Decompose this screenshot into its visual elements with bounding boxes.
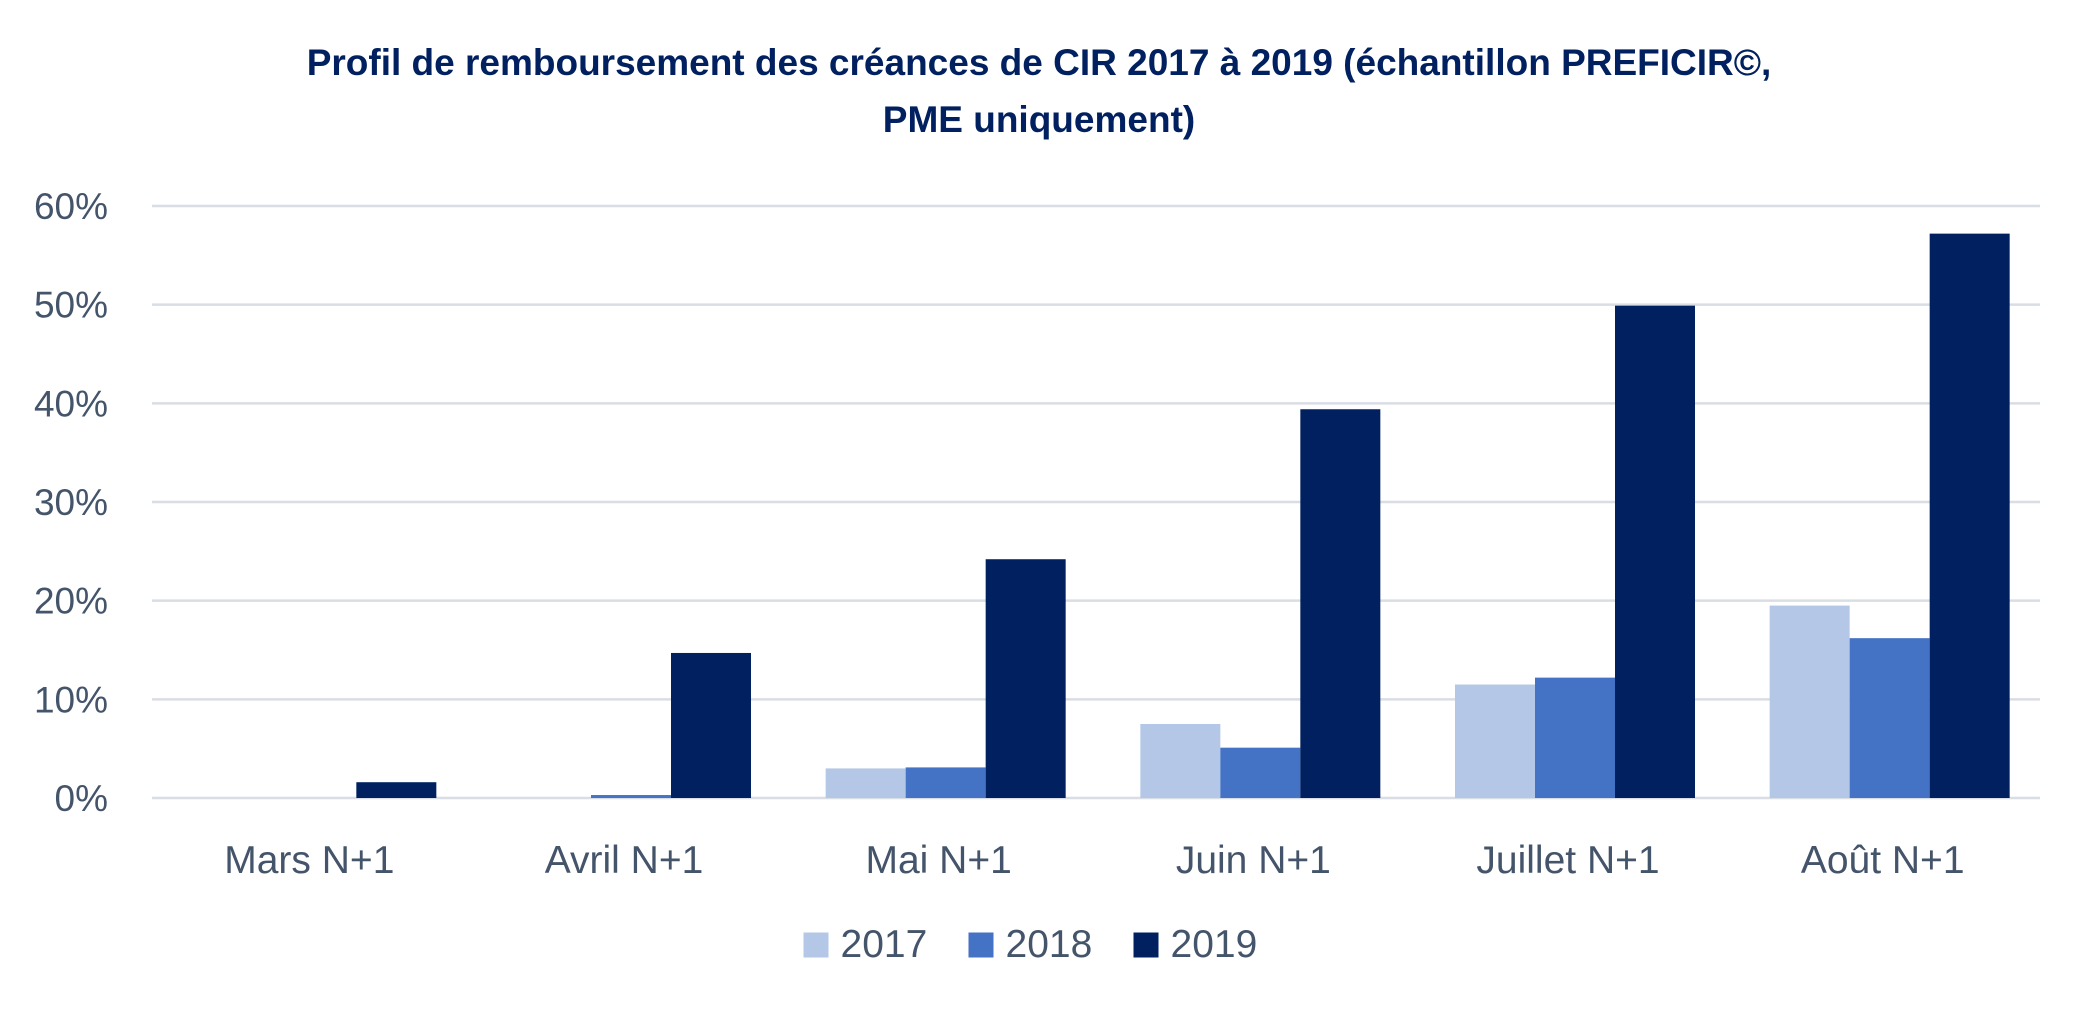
legend-swatch-2019	[1133, 932, 1159, 958]
bar-2019	[1300, 409, 1381, 798]
y-tick-label: 60%	[34, 186, 108, 227]
bar-2019	[1929, 233, 2010, 799]
x-category-label: Mars N+1	[224, 839, 394, 882]
legend-label-2017: 2017	[841, 923, 928, 966]
legend-swatch-2017	[803, 932, 829, 958]
y-tick-label: 40%	[34, 383, 108, 424]
bars	[356, 233, 2010, 799]
y-tick-label: 0%	[55, 778, 108, 819]
bar-2019	[356, 782, 437, 798]
x-category-label: Août N+1	[1801, 839, 1965, 882]
chart-title-line-1: Profil de remboursement des créances de …	[307, 42, 1772, 83]
y-axis-ticks: 0% 10% 20% 30% 40% 50% 60%	[34, 186, 108, 819]
bar-2017	[1769, 605, 1850, 798]
y-tick-label: 30%	[34, 482, 108, 523]
bar-2019	[1615, 305, 1695, 798]
bar-2018	[905, 767, 986, 798]
y-tick-label: 10%	[34, 679, 108, 720]
x-category-label: Juin N+1	[1176, 839, 1331, 882]
bar-2018	[1535, 677, 1615, 798]
gridlines	[152, 204, 2040, 800]
legend-swatch-2018	[968, 932, 994, 958]
x-category-label: Mai N+1	[866, 839, 1012, 882]
bar-2019	[671, 652, 751, 798]
x-category-label: Avril N+1	[545, 839, 704, 882]
legend-label-2019: 2019	[1171, 923, 1258, 966]
bar-2018	[591, 795, 671, 798]
bar-2018	[1849, 638, 1930, 798]
bar-2019	[985, 559, 1066, 798]
bar-2017	[1455, 684, 1535, 798]
chart-title-line-2: PME uniquement)	[883, 99, 1195, 140]
y-tick-label: 50%	[34, 285, 108, 326]
bar-2017	[1140, 724, 1221, 798]
x-axis-labels: Mars N+1 Avril N+1 Mai N+1 Juin N+1 Juillet …	[224, 839, 1964, 882]
y-tick-label: 20%	[34, 581, 108, 622]
bar-2017	[825, 768, 906, 798]
legend-label-2018: 2018	[1006, 923, 1093, 966]
x-category-label: Juillet N+1	[1476, 839, 1659, 882]
bar-2018	[1220, 747, 1301, 798]
legend: 2017 2018 2019	[803, 923, 1258, 966]
